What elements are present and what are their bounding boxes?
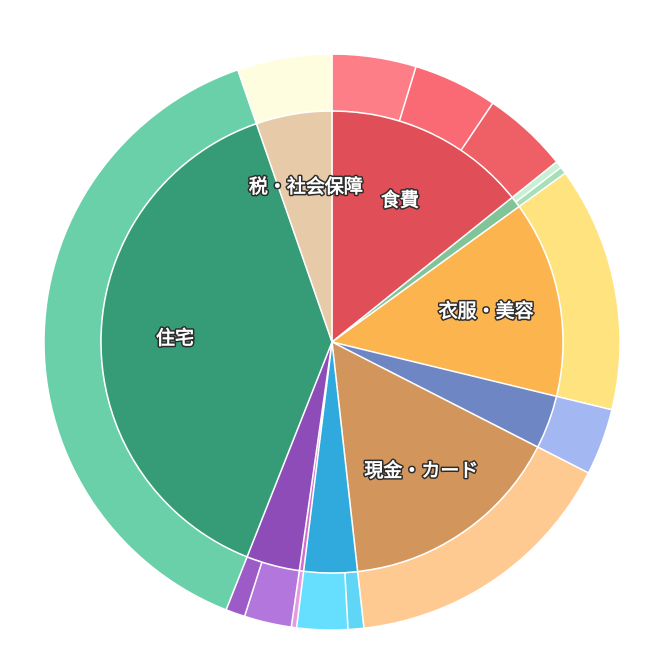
inner-slice-9 xyxy=(255,110,333,343)
inner-slice-0 xyxy=(331,110,514,344)
inner-ring xyxy=(100,110,564,574)
inner-slice-label-9: 税・社会保障 xyxy=(249,175,363,198)
outer-slice-9 xyxy=(295,570,349,631)
inner-slice-4 xyxy=(331,340,539,573)
inner-slice-label-0: 食費 xyxy=(381,188,419,211)
inner-slice-2 xyxy=(330,205,564,398)
inner-slice-label-8: 住宅 xyxy=(156,326,194,349)
inner-slice-label-4: 現金・カード xyxy=(364,459,478,482)
inner-slice-8 xyxy=(100,122,333,558)
inner-slice-label-2: 衣服・美容 xyxy=(439,299,534,322)
